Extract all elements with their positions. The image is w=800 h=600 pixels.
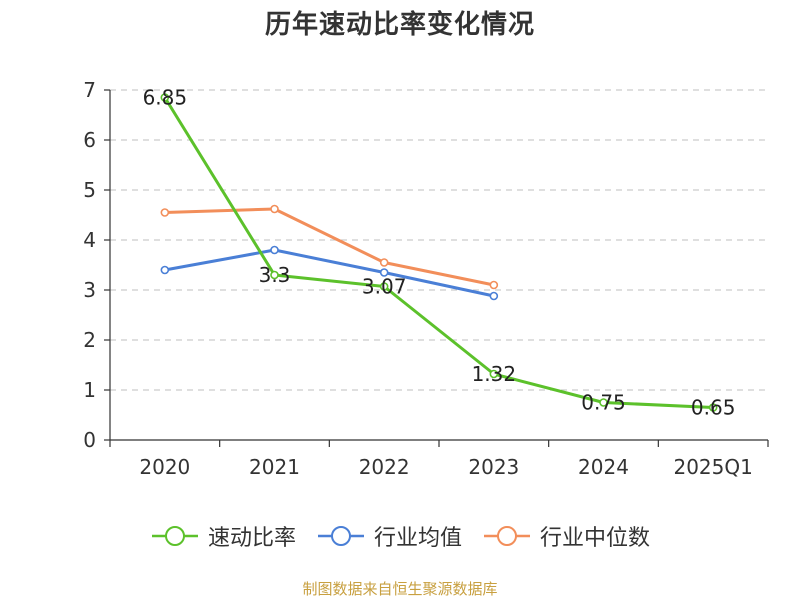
data-label: 3.07 [362, 275, 407, 299]
data-point [160, 93, 170, 102]
chart-title: 历年速动比率变化情况 [264, 10, 535, 40]
legend-line-marker-icon [151, 526, 198, 546]
data-label: 3.3 [259, 263, 291, 287]
legend: 速动比率 行业均值 行业中位数 [0, 518, 800, 554]
data-point [160, 208, 170, 217]
grid-layer [110, 89, 768, 391]
series-line-industry-mean [163, 248, 496, 298]
legend-item-industry-median[interactable]: 行业中位数 [482, 520, 650, 552]
data-point [489, 280, 499, 290]
data-label: 1.32 [472, 362, 517, 386]
data-point [270, 245, 279, 255]
data-point [489, 369, 499, 379]
x-tick-label: 2023 [468, 455, 519, 479]
x-tick-label: 2020 [139, 455, 190, 479]
source-note: 制图数据来自恒生聚源数据库 [302, 580, 498, 598]
data-point [379, 282, 389, 291]
data-point [489, 291, 499, 301]
legend-item-quick-ratio[interactable]: 速动比率 [150, 520, 296, 552]
y-tick-label: 6 [83, 128, 96, 152]
legend-item-industry-mean[interactable]: 行业均值 [316, 520, 462, 552]
data-point [379, 268, 389, 277]
y-tick-label: 1 [83, 378, 96, 402]
axis-layer: 0 1 2 3 4 5 6 7 2020 2021 2022 2023 2024 2025Q1 [83, 78, 769, 479]
data-point [599, 398, 608, 407]
legend-label: 行业中位数 [540, 526, 651, 551]
x-tick-label: 2024 [578, 455, 629, 479]
data-point [270, 204, 279, 214]
x-tick-label: 2021 [249, 455, 300, 479]
y-tick-label: 5 [83, 178, 96, 202]
legend-label: 行业均值 [373, 526, 462, 551]
data-label-layer: 6.85 3.3 3.07 1.32 0.75 0.65 [143, 86, 736, 420]
legend-line-marker-icon [317, 526, 364, 546]
y-tick-label: 2 [83, 328, 96, 352]
data-label: 0.65 [691, 396, 736, 420]
series-layer [160, 93, 718, 412]
data-point [160, 265, 170, 275]
y-tick-label: 0 [83, 428, 96, 452]
data-label: 0.75 [581, 391, 626, 415]
y-tick-label: 3 [83, 278, 96, 302]
data-point [379, 258, 389, 267]
series-line-industry-median [163, 207, 496, 287]
legend-label: 速动比率 [207, 526, 296, 551]
data-label: 6.85 [143, 86, 188, 110]
x-tick-label: 2022 [359, 455, 410, 479]
data-point [708, 403, 718, 412]
series-line-quick-ratio [163, 96, 715, 409]
y-tick-label: 4 [83, 228, 96, 252]
legend-line-marker-icon [484, 526, 530, 546]
data-point [270, 270, 279, 280]
x-tick-label: 2025Q1 [673, 455, 752, 479]
y-tick-label: 7 [83, 78, 96, 102]
